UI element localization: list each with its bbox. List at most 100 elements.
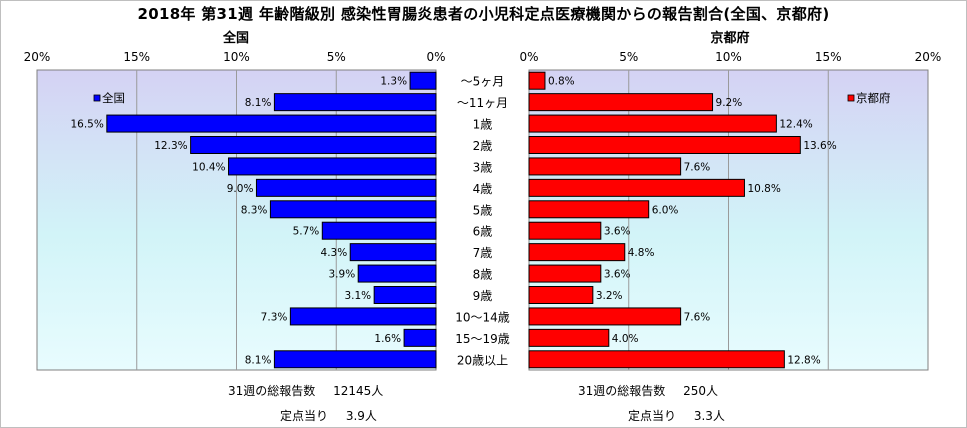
category-label: 1歳	[473, 118, 493, 132]
national-per-value: 3.9人	[345, 409, 377, 423]
category-label: 4歳	[473, 182, 493, 196]
kyoto-bar	[528, 243, 626, 262]
national-tick-label: 20%	[24, 50, 51, 64]
kyoto-per-value: 3.3人	[693, 409, 725, 423]
national-bar	[409, 71, 437, 90]
national-bar	[373, 286, 437, 304]
national-data-label: 1.6%	[374, 333, 401, 345]
chart-title: 2018年 第31週 年齢階級別 感染性胃腸炎患者の小児科定点医療機関からの報告…	[137, 5, 830, 23]
kyoto-data-label: 4.8%	[628, 247, 655, 259]
kyoto-bar	[528, 328, 610, 347]
national-tick-label: 5%	[327, 50, 346, 64]
kyoto-bar	[528, 93, 714, 112]
kyoto-per-label: 定点当り	[628, 409, 677, 423]
national-bar	[255, 178, 437, 197]
kyoto-data-label: 9.2%	[716, 97, 743, 109]
kyoto-bar	[528, 71, 546, 90]
kyoto-data-label: 13.6%	[803, 140, 836, 152]
kyoto-total-label: 31週の総報告数	[578, 384, 666, 398]
national-bar	[357, 264, 437, 283]
kyoto-data-label: 3.6%	[604, 226, 631, 238]
national-bar	[273, 93, 437, 112]
national-bar	[403, 328, 437, 347]
national-bar	[321, 221, 437, 240]
kyoto-tick-label: 15%	[815, 50, 842, 64]
kyoto-bar	[528, 264, 602, 283]
category-label: 15～19歳	[455, 332, 510, 346]
national-data-label: 5.7%	[293, 226, 320, 238]
kyoto-bar	[528, 307, 682, 326]
kyoto-bar	[528, 200, 650, 219]
kyoto-bar	[528, 286, 594, 304]
kyoto-legend-label: 京都府	[856, 91, 891, 105]
national-per-row: 定点当り 3.9人	[280, 407, 377, 424]
national-bar	[269, 200, 437, 219]
kyoto-bar	[528, 221, 602, 240]
national-legend-swatch	[93, 94, 101, 102]
kyoto-bar	[528, 178, 745, 197]
kyoto-data-label: 7.6%	[684, 161, 711, 173]
kyoto-panel-title: 京都府	[710, 31, 750, 46]
kyoto-data-label: 10.8%	[747, 183, 780, 195]
kyoto-tick-label: 20%	[915, 50, 942, 64]
category-label: 7歳	[473, 246, 493, 260]
kyoto-bar	[528, 350, 785, 369]
kyoto-bar	[528, 114, 777, 133]
national-data-label: 4.3%	[321, 247, 348, 259]
national-bar	[228, 157, 437, 176]
national-data-label: 3.9%	[329, 269, 356, 281]
national-bar	[190, 136, 437, 154]
category-label: 5歳	[473, 203, 493, 217]
national-data-label: 9.0%	[227, 183, 254, 195]
national-data-label: 8.1%	[245, 354, 272, 366]
kyoto-total-value: 250人	[683, 384, 719, 398]
kyoto-data-label: 3.2%	[596, 290, 623, 302]
national-bar	[273, 350, 437, 369]
national-tick-label: 10%	[223, 50, 250, 64]
national-data-label: 16.5%	[70, 119, 103, 131]
kyoto-legend-swatch	[847, 94, 855, 102]
national-data-label: 8.1%	[245, 97, 272, 109]
national-total-value: 12145人	[333, 384, 384, 398]
category-label: 6歳	[473, 225, 493, 239]
kyoto-bar	[528, 136, 801, 154]
national-data-label: 12.3%	[154, 140, 187, 152]
kyoto-data-label: 3.6%	[604, 269, 631, 281]
kyoto-total-row: 31週の総報告数 250人	[578, 382, 718, 399]
kyoto-data-label: 12.4%	[779, 119, 812, 131]
kyoto-data-label: 7.6%	[684, 311, 711, 323]
national-total-label: 31週の総報告数	[228, 384, 316, 398]
national-bar	[349, 243, 437, 262]
kyoto-tick-label: 10%	[715, 50, 742, 64]
national-data-label: 8.3%	[241, 204, 268, 216]
national-data-label: 7.3%	[261, 311, 288, 323]
category-label: 3歳	[473, 160, 493, 174]
kyoto-tick-label: 0%	[519, 50, 538, 64]
kyoto-data-label: 4.0%	[612, 333, 639, 345]
kyoto-data-label: 0.8%	[548, 76, 575, 88]
national-data-label: 1.3%	[380, 76, 407, 88]
category-label: 10～14歳	[455, 310, 510, 324]
kyoto-data-label: 12.8%	[787, 354, 820, 366]
national-bar	[289, 307, 437, 326]
national-total-row: 31週の総報告数 12145人	[228, 382, 383, 399]
national-data-label: 10.4%	[192, 161, 225, 173]
category-label: ～11ヶ月	[457, 96, 508, 110]
category-label: 9歳	[473, 289, 493, 303]
national-panel-title: 全国	[222, 31, 249, 46]
national-per-label: 定点当り	[280, 409, 329, 423]
category-label: 8歳	[473, 268, 493, 282]
category-label: 2歳	[473, 139, 493, 153]
national-tick-label: 15%	[123, 50, 150, 64]
national-legend-label: 全国	[102, 91, 125, 105]
national-data-label: 3.1%	[344, 290, 371, 302]
kyoto-tick-label: 5%	[619, 50, 638, 64]
category-label: ～5ヶ月	[461, 75, 505, 89]
category-label: 20歳以上	[457, 353, 508, 367]
kyoto-per-row: 定点当り 3.3人	[628, 407, 725, 424]
national-bar	[106, 114, 437, 133]
national-tick-label: 0%	[426, 50, 445, 64]
kyoto-data-label: 6.0%	[652, 204, 679, 216]
kyoto-bar	[528, 157, 682, 176]
